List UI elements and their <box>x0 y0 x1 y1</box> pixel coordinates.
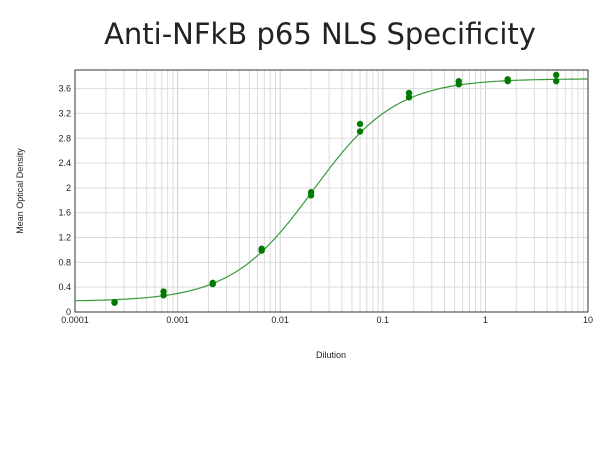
y-tick-label: 2.4 <box>58 158 71 168</box>
data-point <box>160 292 167 299</box>
y-tick-label: 2 <box>66 183 71 193</box>
data-point <box>553 77 560 85</box>
y-tick-label: 3.6 <box>58 84 71 94</box>
y-tick-label: 0.8 <box>58 257 71 267</box>
fit-curve <box>74 78 588 302</box>
chart-title: Anti-NFkB p65 NLS Specificity <box>104 17 536 51</box>
data-point <box>553 71 560 79</box>
x-axis-label: Dilution <box>316 350 346 360</box>
y-axis-label: Mean Optical Density <box>15 148 25 234</box>
y-tick-label: 2.8 <box>58 133 71 143</box>
x-tick-label: 0.1 <box>377 315 390 325</box>
y-tick-label: 3.2 <box>58 108 71 118</box>
data-point <box>258 247 265 254</box>
y-tick-label: 0.4 <box>58 282 71 292</box>
y-tick-label: 0 <box>66 307 71 317</box>
data-point <box>455 81 462 88</box>
x-tick-label: 0.01 <box>271 315 289 325</box>
grid <box>74 70 588 313</box>
data-points <box>111 71 560 306</box>
data-point <box>111 298 118 306</box>
data-point <box>356 120 364 128</box>
x-tick-label: 0.001 <box>166 315 189 325</box>
y-tick-label: 1.2 <box>58 233 71 243</box>
data-point <box>504 77 511 85</box>
plot-border <box>74 69 589 313</box>
x-tick-label: 10 <box>583 315 593 325</box>
x-tick-label: 1 <box>483 315 488 325</box>
data-point <box>405 94 413 101</box>
x-tick-label: 0.0001 <box>61 315 89 325</box>
data-point <box>356 128 364 135</box>
tick-labels: 0 0.4 0.8 1.2 1.6 2 2.4 2.8 3.2 3.6 0.0001 0.001 0.0… <box>58 84 593 325</box>
y-tick-label: 1.6 <box>58 208 71 218</box>
data-point <box>307 192 315 199</box>
data-point <box>209 280 216 288</box>
